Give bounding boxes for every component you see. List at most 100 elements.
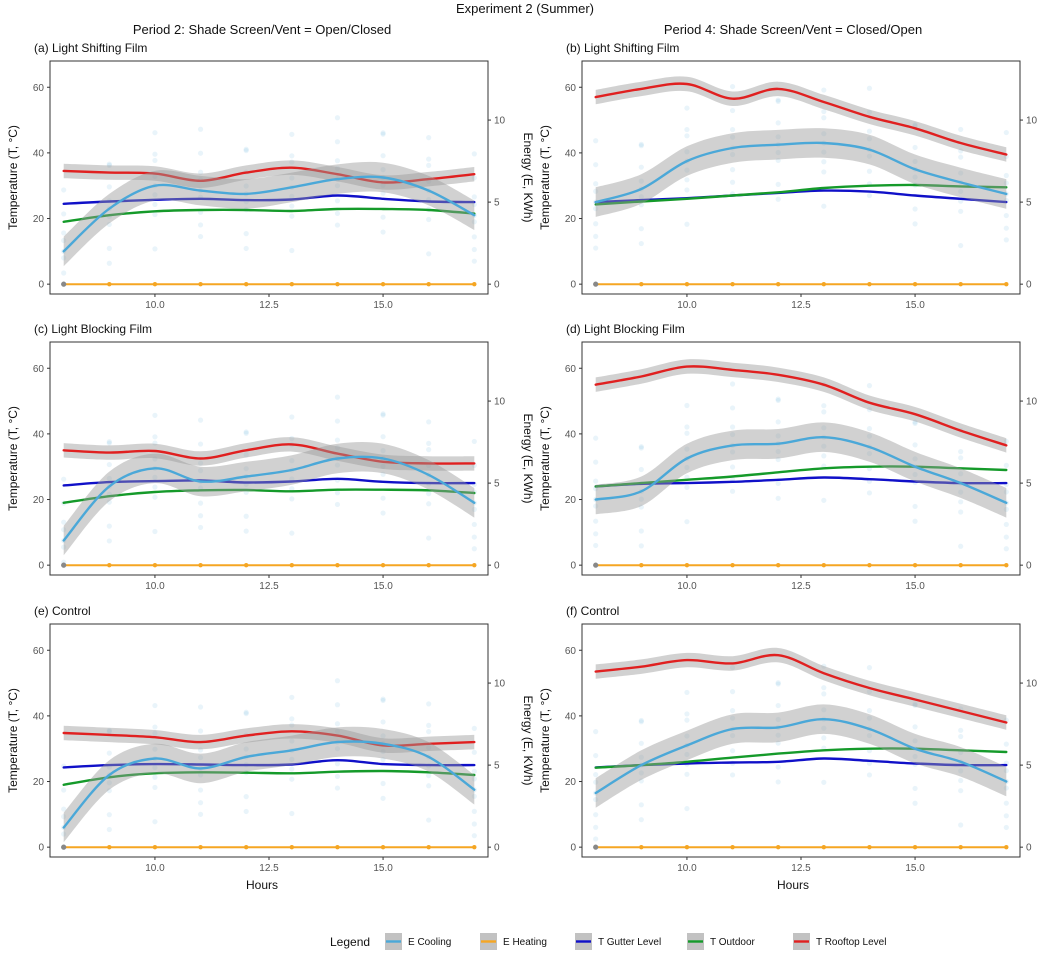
series-point-e-heating bbox=[243, 844, 249, 850]
observation-point bbox=[958, 148, 964, 154]
confidence-band-e-cooling bbox=[63, 161, 475, 267]
observation-point bbox=[638, 496, 644, 502]
observation-point bbox=[426, 783, 432, 789]
observation-point bbox=[197, 169, 204, 175]
series-point-e-heating bbox=[912, 844, 918, 850]
observation-point bbox=[593, 518, 599, 524]
observation-point bbox=[61, 544, 67, 550]
observation-point bbox=[152, 440, 158, 446]
observation-point bbox=[684, 402, 690, 409]
x-tick-label: 12.5 bbox=[791, 581, 811, 592]
observation-point bbox=[61, 237, 67, 244]
observation-point bbox=[684, 187, 690, 193]
observation-point bbox=[1003, 546, 1009, 552]
series-line-t-rooftop-level bbox=[594, 653, 1008, 724]
observation-point bbox=[912, 420, 918, 426]
observation-point bbox=[684, 519, 690, 525]
y-tick-label: 40 bbox=[565, 429, 577, 440]
series-line-e-cooling bbox=[594, 435, 1008, 504]
observation-point bbox=[61, 527, 67, 533]
x-tick-label: 12.5 bbox=[791, 863, 811, 874]
observation-point bbox=[821, 403, 827, 409]
observation-point bbox=[729, 405, 736, 411]
observation-point bbox=[61, 562, 67, 568]
observation-point bbox=[471, 246, 477, 253]
observation-point bbox=[866, 153, 873, 159]
observation-point bbox=[334, 773, 341, 780]
series-point-e-heating bbox=[775, 844, 781, 850]
observation-point bbox=[958, 777, 964, 784]
y-tick-label: 20 bbox=[565, 777, 577, 788]
observation-point bbox=[866, 689, 873, 695]
observation-point bbox=[821, 691, 827, 697]
observation-point bbox=[684, 126, 690, 133]
confidence-band-t-rooftop-level bbox=[63, 160, 475, 190]
legend-label-t-rooftop-level: T Rooftop Level bbox=[816, 937, 886, 948]
observation-point bbox=[334, 418, 341, 424]
observation-point bbox=[106, 260, 112, 266]
observation-point bbox=[821, 443, 827, 449]
observation-point bbox=[289, 435, 295, 442]
observation-point bbox=[775, 702, 781, 709]
observation-point bbox=[958, 471, 964, 477]
observation-point bbox=[821, 115, 827, 121]
observation-point bbox=[197, 704, 204, 710]
observation-point bbox=[289, 756, 295, 762]
observation-point bbox=[152, 724, 158, 730]
observation-point bbox=[912, 503, 918, 510]
observation-point bbox=[197, 468, 204, 474]
series-point-e-heating bbox=[1004, 281, 1009, 287]
observation-point bbox=[912, 518, 918, 524]
observation-point bbox=[729, 134, 736, 140]
observation-point bbox=[471, 534, 477, 540]
observation-point bbox=[958, 154, 964, 160]
observation-point bbox=[638, 143, 644, 149]
x-tick-label: 12.5 bbox=[259, 863, 279, 874]
observation-point bbox=[638, 754, 644, 760]
observation-point bbox=[106, 161, 112, 167]
observation-point bbox=[380, 756, 386, 763]
chart-panel-6: (f) Control 0 20 40 60 0 5 10 10.0 12.5 15.0 Temper… bbox=[538, 604, 1038, 874]
observation-point bbox=[61, 814, 67, 820]
observation-point bbox=[334, 746, 341, 752]
observation-point bbox=[106, 826, 112, 833]
y-tick-label: 60 bbox=[565, 83, 577, 94]
observation-point bbox=[729, 126, 736, 133]
observation-point bbox=[426, 491, 432, 497]
observation-point bbox=[380, 748, 386, 755]
observation-point bbox=[958, 822, 964, 828]
observation-point bbox=[471, 234, 477, 240]
observation-point bbox=[197, 747, 204, 753]
observation-point bbox=[380, 780, 386, 787]
observation-point bbox=[380, 448, 386, 454]
observation-point bbox=[334, 462, 341, 468]
observation-point bbox=[197, 811, 204, 817]
y2-tick-label: 0 bbox=[1026, 280, 1032, 291]
observation-point bbox=[729, 381, 736, 387]
observation-point bbox=[729, 151, 736, 158]
x-tick-label: 15.0 bbox=[373, 581, 393, 592]
observation-point bbox=[289, 776, 295, 782]
observation-point bbox=[866, 732, 873, 739]
observation-point bbox=[821, 149, 827, 155]
observation-point bbox=[471, 749, 477, 755]
observation-point bbox=[152, 528, 158, 535]
confidence-band-e-cooling bbox=[595, 128, 1007, 217]
observation-point bbox=[912, 158, 918, 165]
series-point-e-heating bbox=[1004, 844, 1009, 850]
observation-point bbox=[380, 229, 386, 235]
series-point-e-heating bbox=[152, 281, 158, 287]
observation-point bbox=[593, 181, 599, 187]
observation-point bbox=[426, 162, 432, 168]
x-tick-label: 12.5 bbox=[791, 300, 811, 311]
observation-point bbox=[152, 774, 158, 780]
observation-point bbox=[866, 433, 873, 439]
series-point-e-heating bbox=[684, 281, 690, 287]
x-tick-label: 10.0 bbox=[145, 863, 165, 874]
y-axis-label: Temperature (T, °C) bbox=[6, 125, 20, 230]
y-tick-label: 40 bbox=[33, 711, 45, 722]
series-point-e-heating bbox=[472, 844, 477, 850]
observation-point bbox=[471, 808, 477, 814]
observation-point bbox=[289, 193, 295, 199]
observation-point bbox=[471, 438, 477, 445]
